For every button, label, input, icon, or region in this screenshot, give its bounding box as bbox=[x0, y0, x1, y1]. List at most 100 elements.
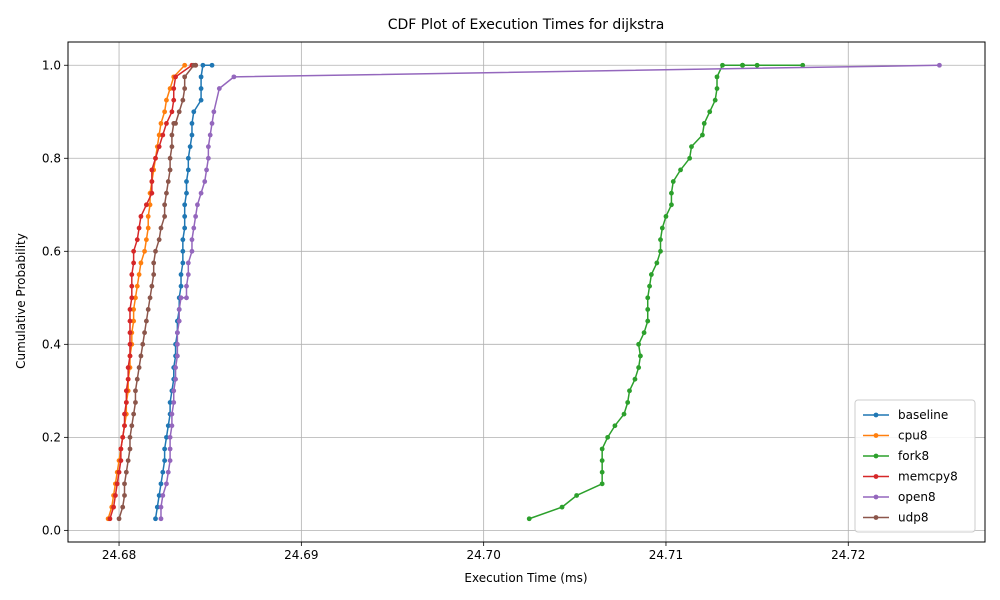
data-point-udp8 bbox=[173, 120, 178, 126]
data-point-baseline bbox=[167, 400, 173, 405]
data-point-fork8 bbox=[612, 423, 618, 429]
data-point-memcpy8 bbox=[111, 504, 116, 510]
data-point-open8 bbox=[191, 225, 197, 231]
legend-swatch-marker bbox=[873, 412, 879, 418]
data-point-open8 bbox=[173, 365, 178, 370]
data-point-udp8 bbox=[138, 353, 144, 359]
data-point-baseline bbox=[180, 248, 186, 254]
data-point-cpu8 bbox=[134, 283, 140, 289]
data-point-udp8 bbox=[169, 132, 175, 138]
data-point-baseline bbox=[191, 109, 197, 115]
y-tick-label: 0.2 bbox=[42, 430, 61, 444]
data-point-memcpy8 bbox=[138, 214, 144, 219]
data-point-open8 bbox=[937, 62, 942, 68]
data-point-fork8 bbox=[714, 86, 720, 91]
data-point-memcpy8 bbox=[156, 144, 162, 150]
x-axis-title: Execution Time (ms) bbox=[464, 571, 587, 585]
data-point-memcpy8 bbox=[122, 411, 127, 417]
data-point-fork8 bbox=[645, 307, 651, 312]
data-point-udp8 bbox=[158, 225, 164, 231]
legend-swatch-marker bbox=[873, 433, 879, 438]
data-point-fork8 bbox=[638, 353, 643, 359]
data-point-udp8 bbox=[129, 423, 135, 429]
data-point-memcpy8 bbox=[160, 132, 166, 138]
data-point-memcpy8 bbox=[169, 109, 175, 115]
data-point-open8 bbox=[176, 318, 182, 324]
data-point-open8 bbox=[184, 283, 189, 289]
data-point-fork8 bbox=[754, 62, 760, 68]
data-point-open8 bbox=[164, 481, 169, 487]
data-point-fork8 bbox=[701, 120, 707, 126]
data-point-udp8 bbox=[120, 504, 126, 510]
data-point-baseline bbox=[187, 144, 193, 150]
data-point-fork8 bbox=[625, 400, 631, 405]
data-point-open8 bbox=[176, 307, 182, 312]
data-point-open8 bbox=[160, 493, 166, 498]
data-point-open8 bbox=[231, 74, 237, 80]
legend-item-baseline: baseline bbox=[863, 408, 948, 422]
legend-swatch-marker bbox=[873, 515, 879, 520]
data-point-open8 bbox=[167, 446, 173, 452]
data-point-fork8 bbox=[687, 155, 693, 161]
data-point-fork8 bbox=[670, 179, 676, 184]
legend-label: udp8 bbox=[898, 511, 928, 525]
data-point-memcpy8 bbox=[134, 237, 140, 243]
data-point-memcpy8 bbox=[127, 307, 133, 312]
data-point-udp8 bbox=[147, 295, 153, 301]
data-point-udp8 bbox=[182, 86, 188, 91]
legend-swatch-marker bbox=[873, 474, 879, 479]
data-point-fork8 bbox=[559, 504, 565, 510]
data-point-fork8 bbox=[658, 237, 663, 243]
data-point-fork8 bbox=[599, 469, 605, 475]
data-point-cpu8 bbox=[133, 295, 138, 301]
data-point-open8 bbox=[195, 202, 200, 208]
data-point-open8 bbox=[189, 237, 195, 243]
data-point-udp8 bbox=[193, 62, 199, 68]
data-point-open8 bbox=[167, 458, 173, 464]
data-point-udp8 bbox=[116, 516, 122, 522]
data-point-baseline bbox=[198, 74, 204, 80]
data-point-fork8 bbox=[689, 144, 694, 150]
data-point-udp8 bbox=[134, 376, 140, 382]
data-point-fork8 bbox=[658, 248, 663, 254]
data-point-baseline bbox=[198, 86, 204, 91]
data-point-fork8 bbox=[647, 283, 652, 289]
data-point-open8 bbox=[169, 411, 175, 417]
data-point-fork8 bbox=[632, 376, 638, 382]
data-point-baseline bbox=[180, 237, 186, 243]
data-point-udp8 bbox=[122, 481, 127, 487]
x-tick-label: 24.71 bbox=[649, 548, 683, 562]
data-point-udp8 bbox=[143, 318, 149, 324]
data-point-udp8 bbox=[125, 458, 131, 464]
data-point-udp8 bbox=[156, 237, 162, 243]
data-point-udp8 bbox=[151, 272, 157, 277]
series-fork8 bbox=[526, 62, 806, 522]
data-point-udp8 bbox=[167, 155, 173, 161]
data-point-memcpy8 bbox=[127, 318, 133, 324]
data-point-baseline bbox=[165, 423, 171, 429]
data-point-memcpy8 bbox=[116, 469, 122, 475]
data-point-udp8 bbox=[167, 167, 173, 173]
legend-label: open8 bbox=[898, 490, 936, 504]
data-point-memcpy8 bbox=[118, 446, 124, 452]
data-point-open8 bbox=[171, 388, 177, 394]
legend-swatch-marker bbox=[873, 494, 879, 500]
data-point-memcpy8 bbox=[173, 74, 178, 80]
data-point-cpu8 bbox=[167, 86, 173, 91]
data-point-cpu8 bbox=[138, 260, 144, 266]
plot-frame bbox=[67, 41, 986, 543]
data-point-udp8 bbox=[182, 74, 188, 80]
legend-label: baseline bbox=[898, 408, 948, 422]
data-point-open8 bbox=[174, 353, 180, 359]
data-point-baseline bbox=[182, 214, 188, 219]
data-point-baseline bbox=[198, 97, 204, 103]
y-tick-label: 0.8 bbox=[42, 151, 61, 165]
data-point-udp8 bbox=[169, 144, 175, 150]
data-point-fork8 bbox=[574, 493, 580, 498]
data-point-open8 bbox=[184, 295, 189, 301]
data-point-baseline bbox=[184, 190, 189, 196]
y-tick-label: 0.0 bbox=[42, 523, 61, 537]
data-point-baseline bbox=[189, 132, 195, 138]
data-point-open8 bbox=[204, 167, 209, 173]
data-point-fork8 bbox=[636, 365, 642, 370]
